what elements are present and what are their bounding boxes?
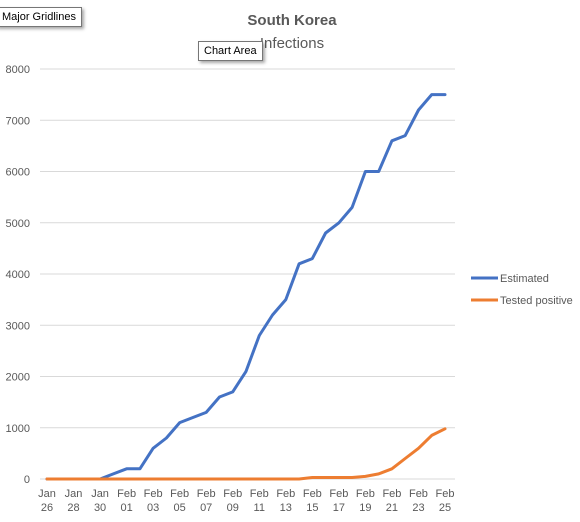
y-tick-label: 2000 xyxy=(6,372,30,384)
x-tick-day: 25 xyxy=(439,502,451,514)
x-tick-label: Feb 09 xyxy=(223,488,242,514)
x-tick-label: Feb 03 xyxy=(144,488,163,514)
x-tick-day: 15 xyxy=(306,502,318,514)
x-tick-label: Feb 13 xyxy=(276,488,295,514)
gridlines xyxy=(40,68,455,480)
x-tick-label: Feb 11 xyxy=(250,488,269,514)
x-tick-day: 26 xyxy=(41,502,53,514)
x-tick-label: Feb 25 xyxy=(436,488,455,514)
x-tick-month: Feb xyxy=(382,488,401,500)
x-tick-day: 30 xyxy=(94,502,106,514)
legend-label: Tested positive xyxy=(500,295,573,307)
x-tick-label: Feb 21 xyxy=(382,488,401,514)
legend-label: Estimated xyxy=(500,273,549,285)
x-tick-label: Feb 17 xyxy=(329,488,348,514)
x-tick-month: Jan xyxy=(65,488,83,500)
x-tick-label: Jan 28 xyxy=(65,488,83,514)
series-line-tested-positive xyxy=(45,427,447,481)
x-tick-day: 01 xyxy=(120,502,132,514)
x-tick-day: 11 xyxy=(254,502,265,514)
gridlines-tooltip: Major Gridlines xyxy=(0,7,82,27)
x-tick-month: Feb xyxy=(276,488,295,500)
series-line-estimated xyxy=(45,93,447,481)
x-tick-label: Feb 01 xyxy=(117,488,136,514)
x-tick-label: Jan 26 xyxy=(38,488,56,514)
y-tick-label: 4000 xyxy=(6,269,30,281)
x-tick-day: 09 xyxy=(227,502,239,514)
chart-area-tooltip: Chart Area xyxy=(198,41,263,61)
x-tick-day: 13 xyxy=(280,502,292,514)
x-tick-month: Feb xyxy=(250,488,269,500)
x-tick-month: Feb xyxy=(303,488,322,500)
y-tick-label: 6000 xyxy=(6,167,30,179)
x-tick-day: 28 xyxy=(67,502,79,514)
x-tick-label: Jan 30 xyxy=(91,488,109,514)
x-tick-day: 07 xyxy=(200,502,212,514)
legend: Estimated Tested positive xyxy=(471,273,573,307)
chart-title: South Korea xyxy=(247,12,337,29)
x-tick-month: Feb xyxy=(436,488,455,500)
x-tick-label: Feb 15 xyxy=(303,488,322,514)
x-tick-label: Feb 07 xyxy=(197,488,216,514)
x-tick-month: Feb xyxy=(409,488,428,500)
x-tick-month: Jan xyxy=(38,488,56,500)
y-tick-label: 7000 xyxy=(6,115,30,127)
y-tick-label: 3000 xyxy=(6,320,30,332)
y-tick-label: 5000 xyxy=(6,218,30,230)
x-tick-day: 21 xyxy=(386,502,398,514)
x-tick-month: Feb xyxy=(356,488,375,500)
x-tick-day: 03 xyxy=(147,502,159,514)
y-axis-tick-labels: 0 1000 2000 3000 4000 5000 6000 7000 8000 xyxy=(6,64,30,486)
x-tick-day: 23 xyxy=(412,502,424,514)
x-tick-label: Feb 23 xyxy=(409,488,428,514)
x-tick-month: Feb xyxy=(144,488,163,500)
x-tick-label: Feb 19 xyxy=(356,488,375,514)
chart-subtitle: Infections xyxy=(260,35,324,52)
x-tick-month: Jan xyxy=(91,488,109,500)
y-tick-label: 0 xyxy=(24,474,30,486)
series-lines xyxy=(45,93,447,481)
x-tick-label: Feb 05 xyxy=(170,488,189,514)
x-tick-month: Feb xyxy=(223,488,242,500)
x-tick-day: 19 xyxy=(359,502,371,514)
x-tick-day: 05 xyxy=(174,502,186,514)
y-tick-label: 1000 xyxy=(6,423,30,435)
x-tick-month: Feb xyxy=(197,488,216,500)
x-tick-month: Feb xyxy=(117,488,136,500)
x-axis-tick-labels: Jan 26 Jan 28 Jan 30 Feb 01 Feb 03 Feb 05 Feb 07 Feb 09… xyxy=(38,488,454,514)
x-tick-month: Feb xyxy=(329,488,348,500)
y-tick-label: 8000 xyxy=(6,64,30,76)
x-tick-day: 17 xyxy=(333,502,345,514)
x-tick-month: Feb xyxy=(170,488,189,500)
